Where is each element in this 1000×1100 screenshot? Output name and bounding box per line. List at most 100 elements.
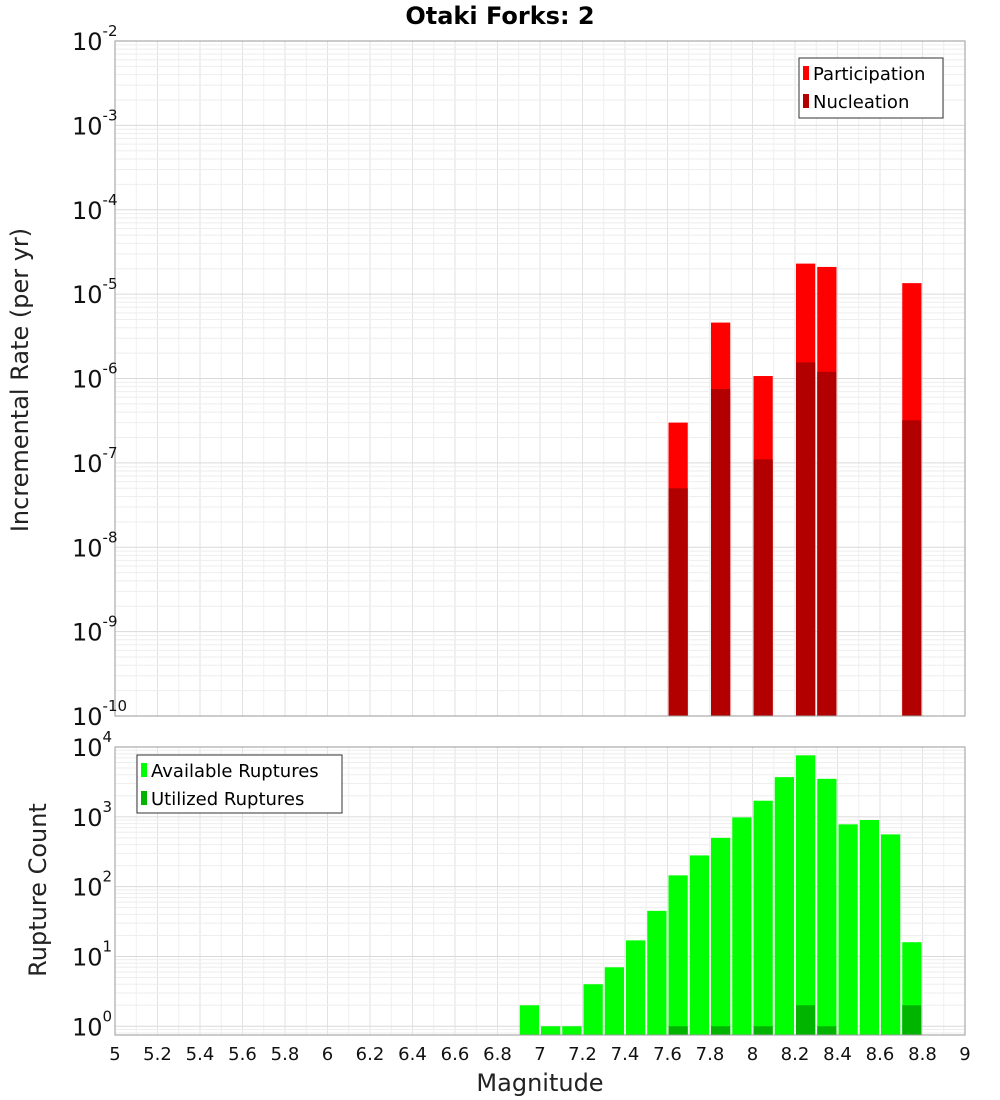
y-tick-exponent: -2 (103, 22, 118, 40)
y-tick-exponent: -4 (103, 191, 118, 209)
y-tick-base: 10 (72, 943, 103, 971)
bar (796, 755, 816, 1035)
x-tick-label: 7.6 (653, 1044, 682, 1065)
y-tick-exponent: 3 (103, 798, 113, 816)
y-tick-label: 10-8 (72, 528, 118, 562)
x-tick-label: 8.2 (781, 1044, 810, 1065)
y-tick-label: 10-6 (72, 360, 118, 394)
bar (902, 420, 922, 716)
y-tick-exponent: -5 (103, 275, 118, 293)
x-tick-label: 5 (109, 1044, 120, 1065)
y-tick-exponent: -7 (103, 444, 118, 462)
y-tick-base: 10 (72, 1013, 103, 1041)
legend-label: Nucleation (813, 92, 909, 113)
y-tick-exponent: 1 (103, 937, 113, 955)
y-tick-exponent: 4 (103, 728, 113, 746)
x-tick-label: 7.8 (696, 1044, 725, 1065)
bar (668, 875, 688, 1035)
top-plot-rate: 10-1010-910-810-710-610-510-410-310-2Par… (72, 22, 966, 731)
y-tick-exponent: 0 (103, 1007, 113, 1025)
x-tick-label: 6.6 (441, 1044, 470, 1065)
y-tick-base: 10 (72, 450, 103, 478)
bottom-y-axis-label: Rupture Count (24, 803, 52, 977)
y-tick-label: 104 (72, 728, 112, 762)
legend: Available Ruptures Utilized Ruptures (136, 754, 343, 814)
y-tick-label: 101 (72, 937, 112, 971)
y-tick-base: 10 (72, 874, 103, 902)
bar (817, 1026, 837, 1035)
y-tick-label: 10-2 (72, 22, 118, 56)
y-tick-base: 10 (72, 366, 103, 394)
bar (647, 910, 667, 1035)
bar (711, 837, 731, 1035)
bar (796, 362, 816, 716)
x-tick-label: 8.6 (866, 1044, 895, 1065)
y-tick-base: 10 (72, 281, 103, 309)
y-tick-label: 10-10 (72, 697, 127, 731)
x-tick-label: 5.4 (186, 1044, 215, 1065)
bar (881, 834, 901, 1035)
legend-swatch (803, 94, 809, 108)
top-y-axis-label: Incremental Rate (per yr) (6, 228, 34, 532)
bar (541, 1026, 561, 1035)
bar (711, 1026, 731, 1035)
y-tick-label: 103 (72, 798, 112, 832)
y-tick-exponent: 2 (103, 868, 113, 886)
y-tick-label: 102 (72, 868, 112, 902)
y-tick-base: 10 (72, 734, 103, 762)
bar (562, 1026, 582, 1035)
y-tick-base: 10 (72, 112, 103, 140)
y-tick-label: 10-7 (72, 444, 118, 478)
x-tick-label: 8.4 (823, 1044, 852, 1065)
x-tick-label: 8.8 (908, 1044, 937, 1065)
y-tick-label: 10-5 (72, 275, 118, 309)
legend-box (798, 57, 944, 119)
bar (796, 1005, 816, 1035)
y-tick-base: 10 (72, 619, 103, 647)
grid-lines (114, 746, 966, 1035)
bar (753, 800, 773, 1035)
y-tick-exponent: -3 (103, 106, 118, 124)
x-tick-label: 5.2 (143, 1044, 172, 1065)
x-tick-label: 8 (747, 1044, 758, 1065)
x-tick-label: 6.4 (398, 1044, 427, 1065)
x-tick-label: 7.4 (611, 1044, 640, 1065)
y-tick-exponent: -6 (103, 360, 118, 378)
y-tick-label: 10-3 (72, 106, 118, 140)
x-tick-label: 6 (322, 1044, 333, 1065)
legend-box (136, 754, 343, 814)
x-tick-label: 5.6 (228, 1044, 257, 1065)
bar (689, 855, 709, 1035)
y-tick-label: 100 (72, 1007, 112, 1041)
chart-title: Otaki Forks: 2 (405, 2, 594, 30)
bar (817, 371, 837, 716)
y-tick-base: 10 (72, 804, 103, 832)
y-tick-label: 10-4 (72, 191, 118, 225)
bar (711, 389, 731, 716)
bar (668, 488, 688, 716)
plot-frame (114, 746, 966, 1036)
bar (859, 820, 879, 1035)
x-tick-label: 6.8 (483, 1044, 512, 1065)
legend-label: Utilized Ruptures (151, 789, 304, 810)
bar (626, 940, 646, 1035)
bar (753, 459, 773, 716)
legend-swatch (141, 791, 147, 805)
y-tick-exponent: -10 (103, 697, 128, 715)
legend-swatch (141, 763, 147, 777)
bar (753, 1026, 773, 1035)
series-utilized-ruptures (668, 1005, 922, 1035)
bar (519, 1005, 539, 1035)
y-tick-label: 10-9 (72, 613, 118, 647)
x-tick-label: 7.2 (568, 1044, 597, 1065)
x-tick-label: 7 (534, 1044, 545, 1065)
bar (604, 967, 624, 1035)
bar (668, 1026, 688, 1035)
x-tick-label: 6.2 (356, 1044, 385, 1065)
bar (817, 778, 837, 1035)
y-tick-base: 10 (72, 703, 103, 731)
